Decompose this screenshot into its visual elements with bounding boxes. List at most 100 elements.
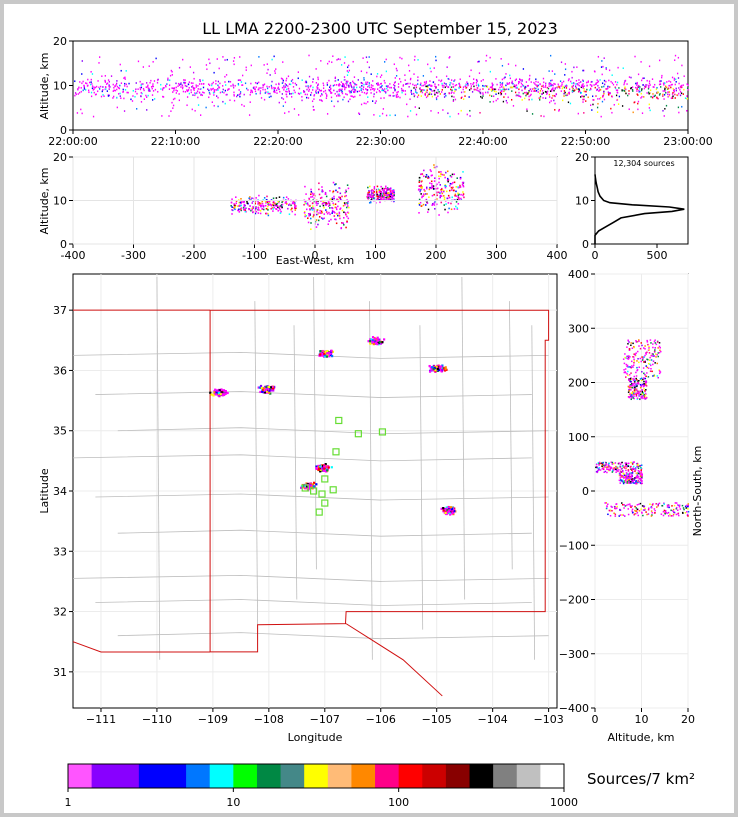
rio-grande-border [345,623,443,697]
time-source-point [583,98,585,101]
time-source-point [392,91,394,94]
ns-source-point [615,471,617,473]
ew-source-point [447,194,450,197]
ew-source-point [240,197,242,200]
time-source-point [552,84,554,87]
time-source-point [568,78,570,80]
time-source-point [115,82,118,85]
time-source-point [616,99,618,101]
time-source-point [521,84,524,86]
time-source-point [180,82,182,84]
time-source-point [363,102,365,105]
ns-source-point [611,471,614,473]
ew-source-point [429,186,431,189]
time-source-point [464,85,466,88]
time-source-point [583,95,585,98]
time-source-point [381,84,383,87]
time-source-point [169,74,172,77]
ns-source-point [633,360,635,362]
ns-source-point [630,372,632,374]
time-source-point [470,87,472,90]
time-source-point [213,91,216,93]
time-source-point [221,91,224,93]
time-source-point [442,109,444,111]
time-source-point [648,80,651,83]
time-source-point [561,83,563,86]
time-source-point [184,81,187,84]
ew-source-point [319,209,321,212]
time-source-point [438,79,440,82]
time-source-point [263,83,266,86]
colorbar-label: Sources/7 km² [587,770,695,788]
time-source-point [331,61,333,64]
ew-source-point [384,192,386,195]
ns-source-point [641,473,643,476]
ew-source-point [463,196,465,199]
station-marker [318,490,326,498]
time-source-point [192,87,195,89]
time-source-point [399,96,401,99]
county-line [369,301,373,660]
ew-source-point [434,201,437,203]
ns-source-point [625,476,628,479]
time-source-point [232,60,235,62]
time-source-point [108,85,110,88]
ew-source-point [438,171,440,173]
ew-source-point [433,180,436,182]
time-source-point [660,86,662,88]
ns-source-point [655,503,657,505]
time-source-point [560,90,562,92]
ew-source-point [244,209,246,211]
time-source-point [511,98,513,101]
ns-source-point [631,385,634,387]
ew-source-point [287,207,289,210]
time-source-point [524,91,526,94]
time-source-point [661,76,663,79]
ew-source-point [304,200,306,203]
map-source-point [431,366,434,369]
ns-source-point [634,505,636,508]
time-source-point [430,70,432,73]
time-source-point [561,87,563,90]
ns-source-point [621,514,623,516]
time-source-point [601,60,603,62]
ns-source-point [649,363,651,366]
time-source-point [163,86,165,89]
ew-source-point [443,204,446,206]
time-source-point [267,92,269,95]
time-source-point [517,82,520,85]
ns-source-point [624,462,627,464]
ew-source-point [451,187,453,190]
time-source-point [667,95,669,98]
time-source-point [506,82,508,85]
ew-source-point [369,194,372,196]
eastwest-xlabel: East-West, km [276,254,354,267]
ns-source-point [626,476,629,478]
time-source-point [420,95,422,97]
time-source-point [210,89,212,91]
ns-source-point [601,463,604,466]
time-source-point [417,83,419,85]
ns-source-point [632,397,634,399]
longitude-xlabel: Longitude [288,731,343,744]
ns-source-point [607,464,610,466]
ew-source-point [239,208,242,211]
time-tick-label: 22:20:00 [253,135,302,148]
time-source-point [464,91,466,93]
ns-source-point [608,509,611,512]
time-source-point [436,91,438,94]
ns-source-point [672,508,675,511]
time-source-point [409,110,412,112]
ns-source-point [629,481,631,483]
ew-source-point [438,175,440,178]
time-source-point [93,91,95,94]
ew-source-point [456,198,459,201]
time-source-point [180,83,182,85]
ew-source-point [419,189,422,191]
ns-source-point [601,468,604,470]
time-source-point [326,84,329,86]
time-source-point [245,87,248,90]
ew-source-point [427,208,430,211]
ew-source-point [346,221,348,223]
time-source-point [628,108,630,111]
